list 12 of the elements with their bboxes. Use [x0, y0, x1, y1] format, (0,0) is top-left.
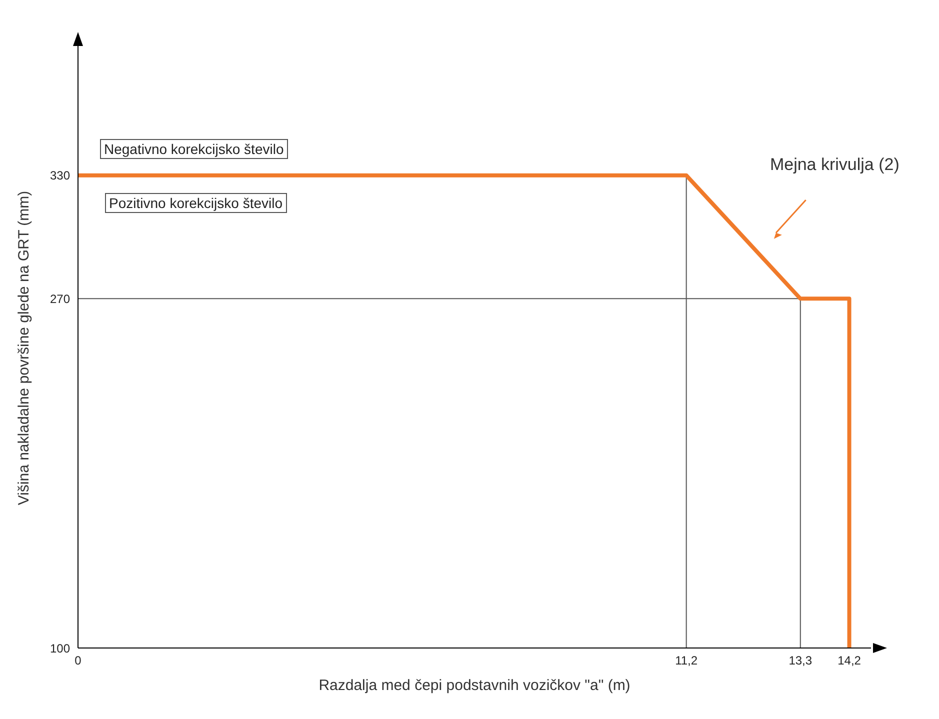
- annotation: Pozitivno korekcijsko število: [105, 193, 287, 214]
- y-tick-label: 330: [50, 168, 70, 183]
- x-tick-label: 13,3: [788, 654, 812, 668]
- x-tick-label: 14,2: [838, 654, 862, 668]
- x-axis-title: Razdalja med čepi podstavnih vozičkov "a" (m): [318, 677, 630, 694]
- y-tick-label: 270: [50, 292, 70, 306]
- x-tick-label: 11,2: [675, 654, 698, 668]
- annotation: Negativno korekcijsko število: [100, 139, 288, 160]
- y-axis-title: Višina nakladalne površine glede na GRT (mm): [15, 190, 32, 506]
- x-tick-label: 0: [74, 654, 82, 668]
- y-tick-label: 100: [50, 641, 70, 656]
- text: Mejna krivulja (2): [770, 155, 900, 176]
